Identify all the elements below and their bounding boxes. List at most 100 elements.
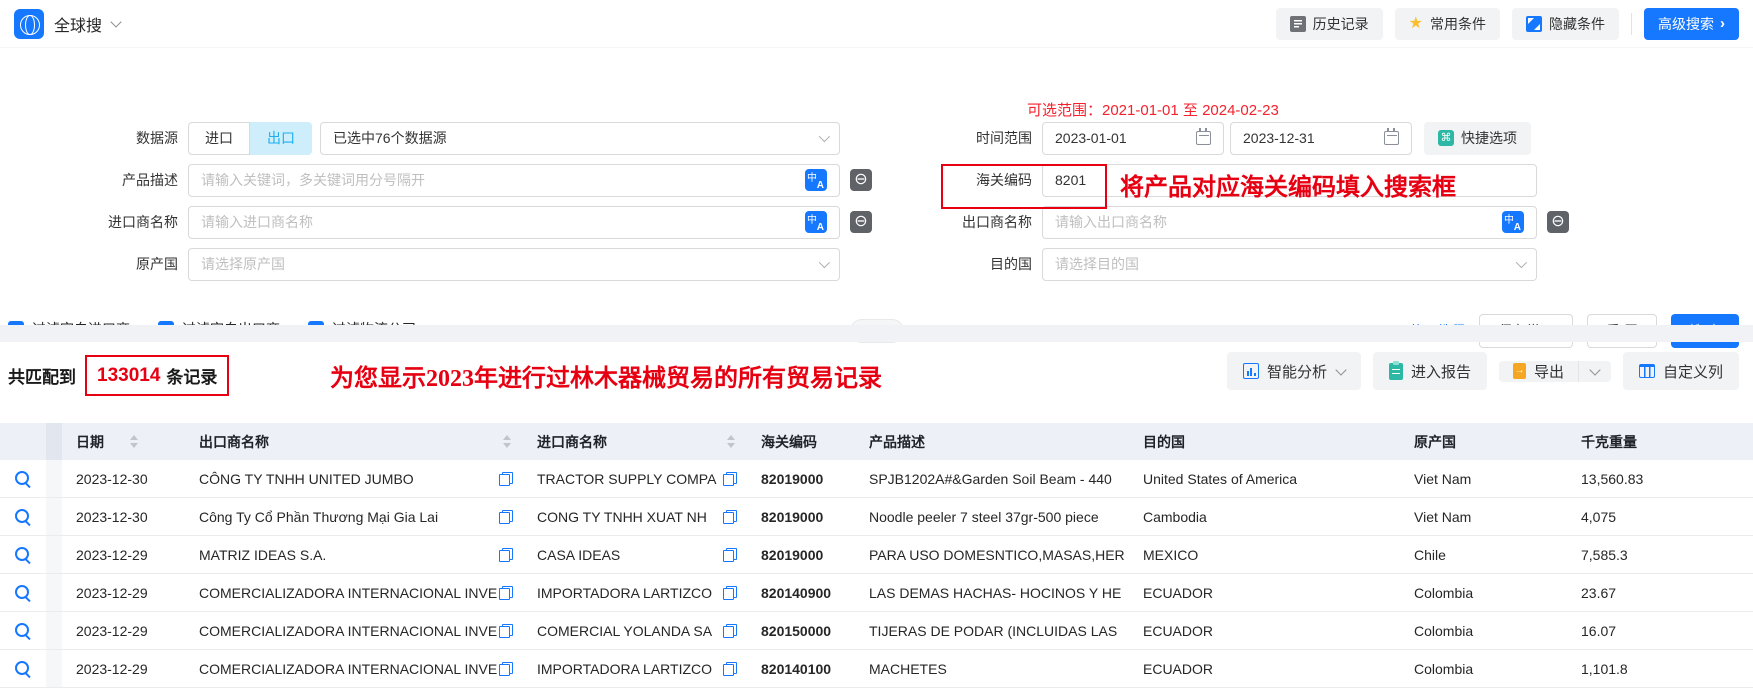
header-importer: 进口商名称: [523, 423, 747, 460]
copy-icon[interactable]: [499, 585, 513, 600]
copy-icon[interactable]: [499, 509, 513, 524]
exporter-name: COMERCIALIZADORA INTERNACIONAL INVE: [199, 660, 498, 677]
sort-icon[interactable]: [130, 435, 138, 448]
hide-conditions-button[interactable]: 隐藏条件: [1512, 7, 1619, 40]
section-separator: [0, 325, 1753, 342]
topbar: 全球搜 历史记录 ★ 常用条件 隐藏条件 高级搜索 ›: [0, 0, 1753, 48]
view-detail-magnifier-icon[interactable]: [14, 508, 32, 526]
tab-export[interactable]: 出口: [250, 121, 312, 155]
exporter-name-label: 出口商名称: [962, 214, 1032, 230]
exporter-name: COMERCIALIZADORA INTERNACIONAL INVE: [199, 584, 498, 601]
data-source-select[interactable]: 已选中76个数据源: [320, 121, 840, 155]
export-button[interactable]: → 导出: [1499, 361, 1578, 382]
view-detail-magnifier-icon[interactable]: [14, 546, 32, 564]
results-table: 日期 出口商名称 进口商名称 海关编码 产品描述 目的国 原产国 千克重量 20…: [0, 423, 1753, 688]
result-count-annotation-box: 133014 条记录: [85, 355, 230, 396]
time-range-label: 时间范围: [976, 130, 1032, 146]
cell-weight: 7,585.3: [1581, 546, 1628, 563]
exporter-name-input[interactable]: [1055, 214, 1502, 230]
end-date-input[interactable]: 2023-12-31: [1230, 121, 1412, 155]
copy-icon[interactable]: [499, 471, 513, 486]
cell-hs-code: 820140100: [761, 660, 832, 677]
row-strip-cell: [46, 574, 62, 611]
destination-country-label: 目的国: [990, 256, 1032, 272]
history-button[interactable]: 历史记录: [1275, 7, 1383, 40]
enter-report-button[interactable]: 进入报告: [1372, 352, 1487, 390]
copy-icon[interactable]: [723, 623, 737, 638]
copy-icon[interactable]: [723, 661, 737, 676]
exclude-search-icon[interactable]: ⊖: [1547, 211, 1569, 233]
copy-icon[interactable]: [499, 547, 513, 562]
translate-icon[interactable]: [805, 169, 827, 191]
translate-icon[interactable]: [805, 211, 827, 233]
product-desc-input[interactable]: [201, 172, 805, 188]
export-dropdown-button[interactable]: [1577, 360, 1611, 382]
cell-origin: Colombia: [1414, 660, 1474, 677]
destination-country-select[interactable]: 请选择目的国: [1042, 247, 1537, 281]
header-date: 日期: [62, 423, 185, 460]
row-strip-cell: [46, 498, 62, 535]
copy-icon[interactable]: [499, 623, 513, 638]
table-header-row: 日期 出口商名称 进口商名称 海关编码 产品描述 目的国 原产国 千克重量: [0, 423, 1753, 460]
cell-product: LAS DEMAS HACHAS- HOCINOS Y HE: [869, 584, 1122, 601]
origin-country-placeholder: 请选择原产国: [201, 256, 285, 272]
exclude-search-icon[interactable]: ⊖: [850, 211, 872, 233]
importer-name: IMPORTADORA LARTIZCO: [537, 660, 713, 677]
importer-name: CASA IDEAS: [537, 546, 621, 563]
tab-import[interactable]: 进口: [188, 121, 250, 155]
cell-date: 2023-12-30: [76, 508, 148, 525]
cell-exporter: COMERCIALIZADORA INTERNACIONAL INVE: [185, 574, 523, 611]
view-detail-magnifier-icon[interactable]: [14, 660, 32, 678]
start-date-input[interactable]: 2023-01-01: [1042, 121, 1224, 155]
importer-name-input[interactable]: [201, 214, 805, 230]
exporter-name: CÔNG TY TNHH UNITED JUMBO: [199, 470, 414, 487]
copy-icon[interactable]: [723, 547, 737, 562]
quick-options-button[interactable]: ⌘ 快捷选项: [1424, 121, 1531, 155]
header-exporter-label: 出口商名称: [199, 433, 269, 450]
report-clipboard-icon: [1388, 360, 1403, 380]
sort-icon[interactable]: [503, 435, 511, 448]
view-detail-magnifier-icon[interactable]: [14, 622, 32, 640]
topbar-divider: [1631, 12, 1632, 35]
advanced-search-button[interactable]: 高级搜索 ›: [1644, 7, 1739, 40]
view-detail-magnifier-icon[interactable]: [14, 470, 32, 488]
sort-icon[interactable]: [727, 435, 735, 448]
view-detail-magnifier-icon[interactable]: [14, 584, 32, 602]
copy-icon[interactable]: [723, 471, 737, 486]
table-row: 2023-12-29 COMERCIALIZADORA INTERNACIONA…: [0, 612, 1753, 650]
smart-analysis-button[interactable]: 智能分析: [1226, 352, 1361, 390]
custom-columns-button[interactable]: 自定义列: [1622, 352, 1739, 390]
translate-icon[interactable]: [1502, 211, 1524, 233]
origin-country-select[interactable]: 请选择原产国: [188, 247, 840, 281]
enter-report-label: 进入报告: [1410, 363, 1471, 381]
cell-date: 2023-12-29: [76, 622, 148, 639]
end-date-value: 2023-12-31: [1243, 130, 1315, 146]
copy-icon[interactable]: [499, 661, 513, 676]
cell-origin: Colombia: [1414, 622, 1474, 639]
header-importer-label: 进口商名称: [537, 433, 607, 450]
data-source-label: 数据源: [136, 130, 178, 146]
cell-weight: 13,560.83: [1581, 470, 1644, 487]
hide-conditions-icon: [1526, 15, 1542, 32]
row-strip-cell: [46, 460, 62, 497]
table-row: 2023-12-30 CÔNG TY TNHH UNITED JUMBO TRA…: [0, 460, 1753, 498]
chevron-down-icon: [818, 130, 831, 143]
calendar-icon: [1384, 128, 1399, 145]
cell-hs-code: 820150000: [761, 622, 832, 639]
importer-name-field: [188, 205, 840, 239]
copy-icon[interactable]: [723, 585, 737, 600]
exclude-search-icon[interactable]: ⊖: [850, 169, 872, 191]
export-label: 导出: [1533, 363, 1564, 381]
header-weight: 千克重量: [1581, 433, 1637, 450]
date-range-hint: 可选范围：2021-01-01 至 2024-02-23: [1027, 102, 1279, 119]
destination-country-placeholder: 请选择目的国: [1055, 256, 1139, 272]
app-switcher-chevron-down-icon[interactable]: [110, 15, 122, 28]
history-button-label: 历史记录: [1312, 15, 1369, 32]
cell-destination: ECUADOR: [1143, 660, 1214, 677]
cell-exporter: Công Ty Cổ Phần Thương Mại Gia Lai: [185, 498, 523, 535]
favorite-conditions-button[interactable]: ★ 常用条件: [1394, 7, 1500, 40]
result-count-prefix: 共匹配到: [8, 367, 76, 387]
hs-code-input[interactable]: [1055, 172, 1524, 188]
copy-icon[interactable]: [723, 509, 737, 524]
importer-name: TRACTOR SUPPLY COMPA: [537, 470, 717, 487]
